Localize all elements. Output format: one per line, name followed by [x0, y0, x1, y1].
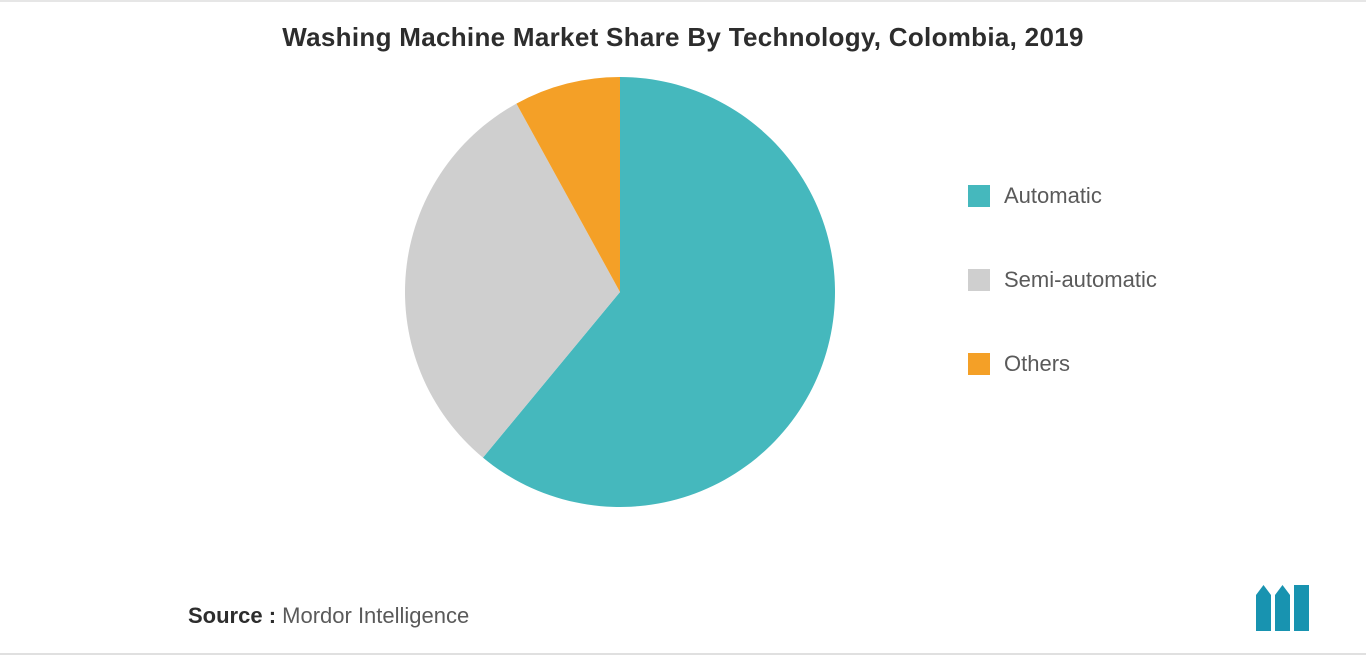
legend-label: Automatic — [1004, 183, 1102, 209]
brand-logo — [1254, 585, 1324, 633]
legend-item-others: Others — [968, 351, 1157, 377]
legend-item-automatic: Automatic — [968, 183, 1157, 209]
legend-swatch — [968, 353, 990, 375]
legend-label: Others — [1004, 351, 1070, 377]
border-top — [0, 0, 1366, 2]
source-label: Source : — [188, 603, 276, 628]
legend-swatch — [968, 185, 990, 207]
chart-area: Automatic Semi-automatic Others — [0, 53, 1366, 553]
source-footer: Source : Mordor Intelligence — [188, 603, 469, 629]
legend: Automatic Semi-automatic Others — [968, 183, 1157, 377]
legend-swatch — [968, 269, 990, 291]
legend-label: Semi-automatic — [1004, 267, 1157, 293]
source-name: Mordor Intelligence — [276, 603, 469, 628]
chart-title: Washing Machine Market Share By Technolo… — [0, 0, 1366, 53]
pie-chart — [405, 77, 835, 512]
legend-item-semi-automatic: Semi-automatic — [968, 267, 1157, 293]
